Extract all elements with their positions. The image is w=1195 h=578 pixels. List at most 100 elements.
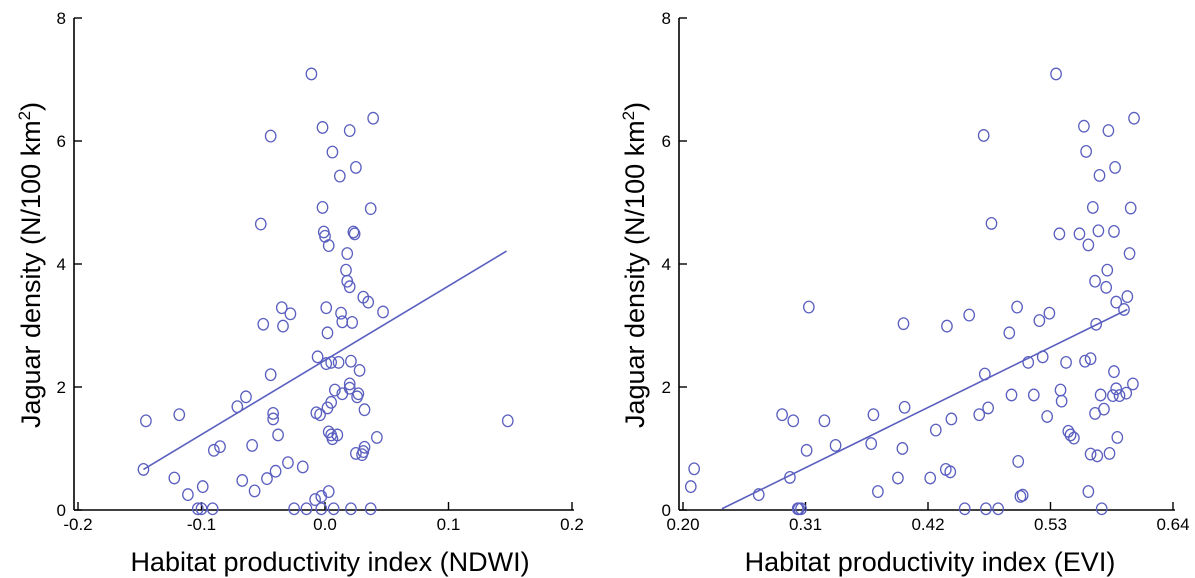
- x-tick-label: 0.1: [437, 515, 461, 534]
- data-point: [1102, 124, 1115, 137]
- data-point: [1111, 430, 1124, 444]
- data-point: [1080, 145, 1092, 158]
- y-tick-label: 0: [662, 501, 671, 520]
- data-point: [684, 480, 697, 494]
- data-point: [1118, 303, 1130, 316]
- data-point: [1110, 382, 1123, 396]
- data-point: [1109, 160, 1121, 174]
- data-point: [296, 460, 309, 474]
- data-point: [985, 216, 998, 230]
- data-point: [1124, 201, 1137, 215]
- data-point: [977, 129, 990, 142]
- data-point: [929, 423, 942, 437]
- data-point: [1078, 119, 1090, 133]
- y-tick-label: 2: [57, 378, 66, 397]
- data-point: [261, 472, 273, 486]
- data-point: [1043, 306, 1056, 320]
- data-point: [322, 239, 335, 253]
- data-point: [309, 493, 321, 506]
- chart-evi: 0 2 4 6 8 0.20 0.31 0.42 0.53 0.64 Habitat product…: [619, 9, 1190, 577]
- data-point: [795, 502, 807, 516]
- data-point: [311, 350, 324, 364]
- data-point: [352, 387, 365, 401]
- data-point: [137, 462, 150, 476]
- data-point: [1003, 326, 1016, 340]
- data-point: [284, 307, 297, 321]
- data-point: [1027, 388, 1040, 402]
- data-point: [897, 317, 910, 331]
- data-point: [173, 408, 186, 422]
- data-point: [872, 485, 884, 499]
- x-tick-label: 0.31: [789, 515, 822, 534]
- data-point: [343, 381, 356, 395]
- data-point: [333, 169, 346, 183]
- data-point: [322, 425, 335, 439]
- y-tick-label: 0: [57, 501, 66, 520]
- data-point: [1012, 454, 1025, 468]
- data-point: [347, 225, 360, 239]
- data-point: [1098, 402, 1110, 416]
- x-tick-label: -0.1: [187, 515, 216, 534]
- data-point: [377, 305, 389, 319]
- data-point: [829, 438, 842, 452]
- y-axis-title-end: ): [16, 102, 46, 111]
- data-point: [1103, 446, 1116, 460]
- data-point: [358, 440, 371, 454]
- data-point: [1079, 354, 1091, 368]
- data-point: [787, 414, 800, 428]
- data-point: [1107, 389, 1119, 403]
- data-point: [1011, 300, 1023, 314]
- data-point: [346, 315, 359, 329]
- data-point: [800, 443, 813, 457]
- data-point: [332, 355, 345, 369]
- data-point: [300, 502, 313, 516]
- data-point: [1091, 449, 1104, 463]
- data-point: [898, 400, 911, 414]
- x-tick-label: 0.20: [666, 515, 699, 534]
- data-point: [320, 301, 333, 315]
- data-point: [945, 412, 958, 426]
- data-point: [362, 295, 375, 309]
- data-point: [322, 485, 335, 499]
- y-tick-label: 4: [662, 255, 671, 274]
- data-point: [236, 474, 249, 487]
- data-point: [350, 446, 362, 460]
- data-point: [321, 326, 334, 340]
- x-tick-label: 0.42: [911, 515, 944, 534]
- data-point: [1108, 365, 1120, 379]
- data-point: [367, 111, 380, 125]
- data-point: [802, 300, 815, 314]
- data-point: [973, 408, 986, 422]
- data-point: [326, 145, 339, 159]
- data-point: [140, 414, 152, 428]
- data-point: [1062, 424, 1075, 438]
- data-point: [358, 403, 371, 417]
- data-point: [348, 227, 361, 241]
- data-point: [776, 408, 788, 422]
- data-point: [350, 160, 362, 174]
- data-point: [364, 502, 377, 516]
- data-point: [944, 465, 957, 479]
- data-point: [343, 377, 356, 391]
- data-point: [1086, 200, 1099, 214]
- data-point: [325, 395, 338, 409]
- chart-ndwi: 0 2 4 6 8 -0.2 -0.1 0.0 0.1 0.2 Habitat productivi…: [15, 9, 584, 577]
- data-point: [231, 400, 244, 414]
- data-point: [1033, 314, 1046, 328]
- y-tick-label: 4: [57, 255, 66, 274]
- data-point: [264, 368, 277, 382]
- x-tick-label: 0.2: [560, 515, 584, 534]
- data-point: [501, 414, 514, 428]
- y-axis-title-end: ): [620, 102, 650, 111]
- data-point: [1123, 247, 1136, 260]
- y-tick-label: 6: [662, 132, 671, 151]
- data-point: [1022, 355, 1035, 369]
- data-point: [364, 202, 377, 216]
- data-point: [335, 306, 347, 320]
- data-point: [784, 470, 796, 484]
- data-point: [1084, 447, 1097, 461]
- data-point: [1121, 290, 1134, 304]
- y-tick-label: 2: [662, 378, 671, 397]
- data-point: [269, 464, 282, 478]
- data-point: [288, 502, 300, 516]
